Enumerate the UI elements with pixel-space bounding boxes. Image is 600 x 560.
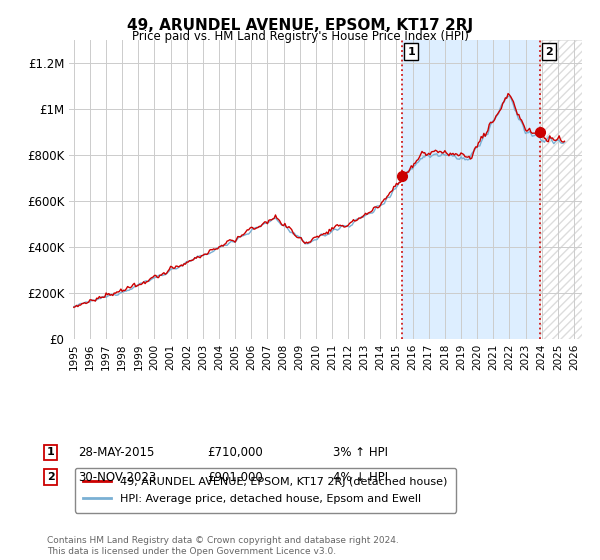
Legend: 49, ARUNDEL AVENUE, EPSOM, KT17 2RJ (detached house), HPI: Average price, detach: 49, ARUNDEL AVENUE, EPSOM, KT17 2RJ (det… <box>74 468 457 512</box>
Text: 2: 2 <box>47 472 55 482</box>
Bar <box>541 40 582 339</box>
Bar <box>403 40 541 339</box>
Text: 1: 1 <box>47 447 55 458</box>
Text: 4% ↓ HPI: 4% ↓ HPI <box>333 470 388 484</box>
Text: 1: 1 <box>407 47 415 57</box>
Text: 28-MAY-2015: 28-MAY-2015 <box>78 446 154 459</box>
Bar <box>541 40 582 339</box>
Text: 2: 2 <box>545 47 553 57</box>
Text: 3% ↑ HPI: 3% ↑ HPI <box>333 446 388 459</box>
Text: Price paid vs. HM Land Registry's House Price Index (HPI): Price paid vs. HM Land Registry's House … <box>131 30 469 43</box>
Text: Contains HM Land Registry data © Crown copyright and database right 2024.
This d: Contains HM Land Registry data © Crown c… <box>47 536 398 556</box>
Text: £710,000: £710,000 <box>207 446 263 459</box>
Text: £901,000: £901,000 <box>207 470 263 484</box>
Text: 30-NOV-2023: 30-NOV-2023 <box>78 470 156 484</box>
Text: 49, ARUNDEL AVENUE, EPSOM, KT17 2RJ: 49, ARUNDEL AVENUE, EPSOM, KT17 2RJ <box>127 18 473 33</box>
